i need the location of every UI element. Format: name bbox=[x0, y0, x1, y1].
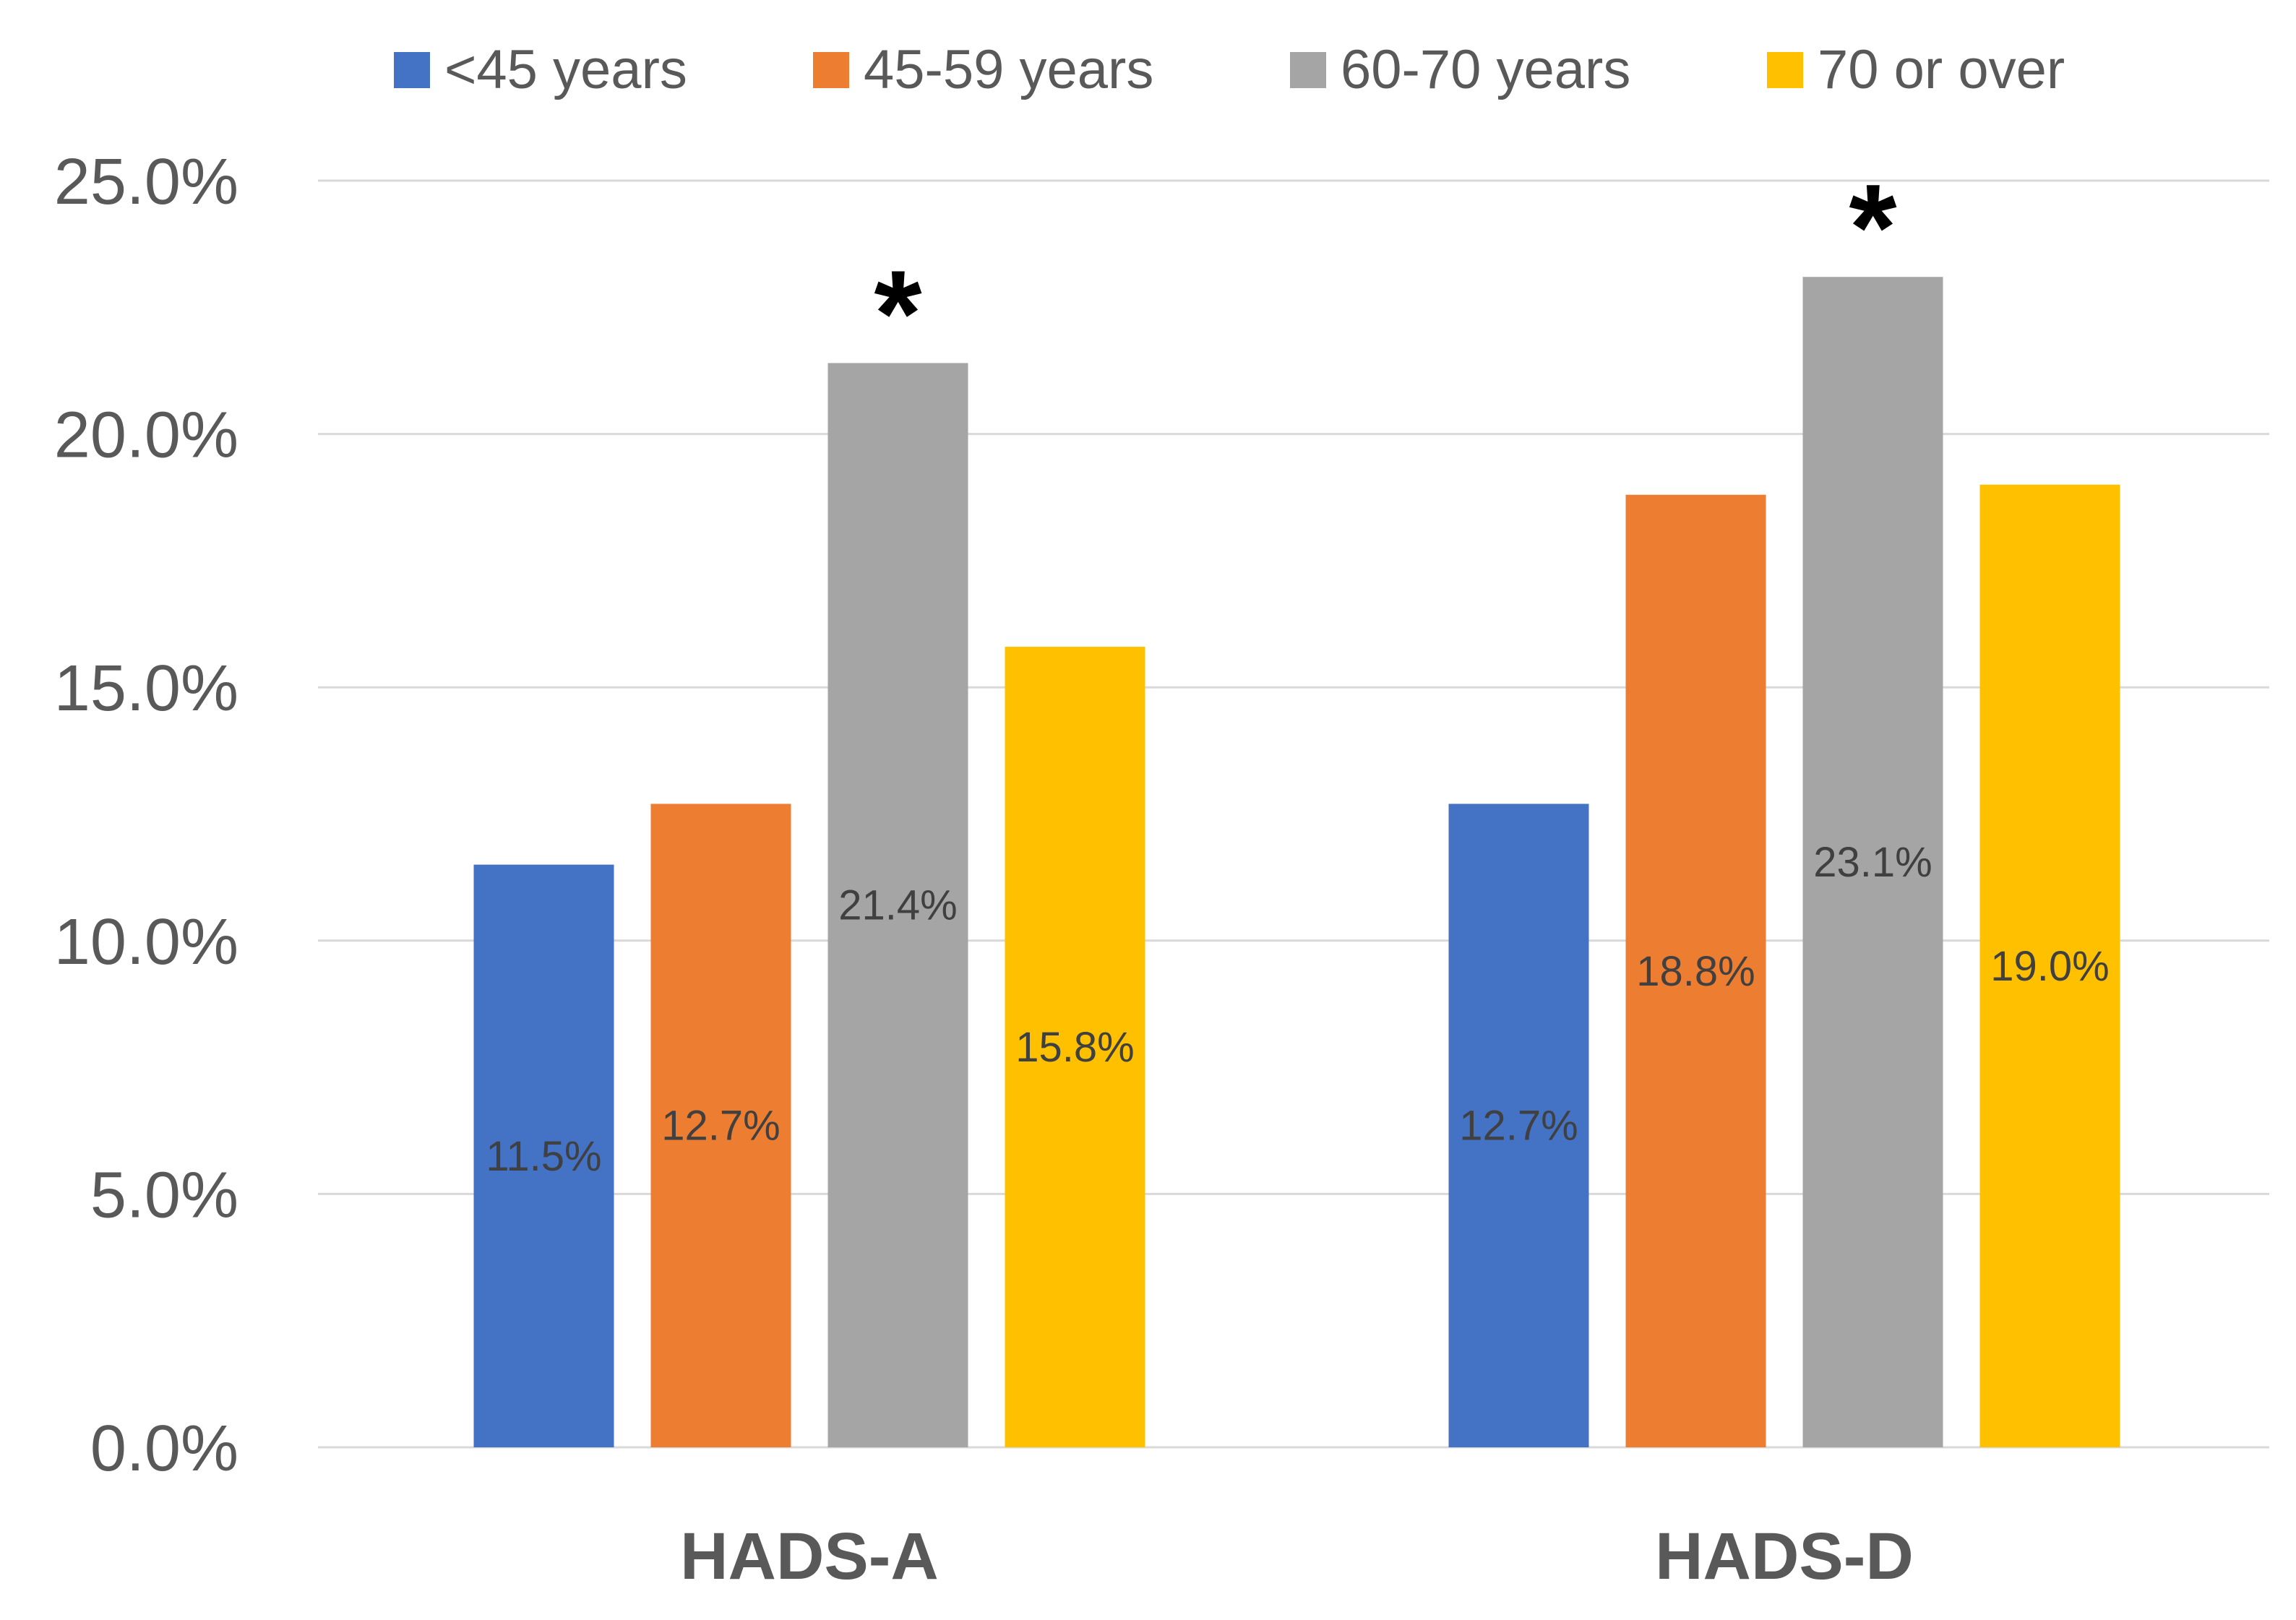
legend-label: 60-70 years bbox=[1341, 39, 1630, 100]
data-labels: 11.5% 12.7% 12.7% 18.8% 21.4% 23.1% 15.8% 19.0% bbox=[486, 839, 2109, 1180]
data-label: 21.4% bbox=[838, 882, 957, 929]
legend-swatch bbox=[1290, 52, 1326, 88]
bar bbox=[473, 864, 614, 1447]
data-label: 12.7% bbox=[661, 1103, 780, 1150]
data-label: 18.8% bbox=[1636, 948, 1755, 995]
y-tick-label: 25.0% bbox=[54, 146, 238, 218]
bar bbox=[827, 363, 968, 1447]
y-tick-label: 10.0% bbox=[54, 906, 238, 978]
bar bbox=[650, 803, 791, 1447]
data-label: 12.7% bbox=[1459, 1103, 1578, 1150]
x-tick-label: HADS-D bbox=[1655, 1520, 1914, 1593]
data-label: 23.1% bbox=[1813, 839, 1932, 886]
x-tick-label: HADS-A bbox=[680, 1520, 939, 1593]
annotations: ** bbox=[874, 159, 1896, 382]
y-tick-label: 5.0% bbox=[90, 1159, 238, 1231]
bar bbox=[1448, 803, 1589, 1447]
x-axis-ticks: HADS-A HADS-D bbox=[680, 1520, 1914, 1593]
y-axis-ticks: 0.0% 5.0% 10.0% 15.0% 20.0% 25.0% bbox=[54, 146, 238, 1485]
legend-swatch bbox=[394, 52, 430, 88]
bar bbox=[1625, 494, 1766, 1447]
data-label: 15.8% bbox=[1015, 1024, 1134, 1071]
bar bbox=[1802, 277, 1943, 1447]
legend-swatch bbox=[1767, 52, 1803, 88]
legend-label: 70 or over bbox=[1818, 39, 2065, 100]
significance-marker: * bbox=[1849, 159, 1896, 296]
gridlines bbox=[318, 179, 2269, 1449]
y-tick-label: 0.0% bbox=[90, 1413, 238, 1485]
data-label: 19.0% bbox=[1990, 943, 2109, 990]
y-tick-label: 20.0% bbox=[54, 400, 238, 472]
bar bbox=[1005, 647, 1145, 1447]
legend: <45 years 45-59 years 60-70 years 70 or ove… bbox=[394, 39, 2065, 100]
bars bbox=[473, 277, 2120, 1447]
data-label: 11.5% bbox=[486, 1133, 601, 1180]
bar bbox=[1979, 484, 2120, 1447]
legend-label: <45 years bbox=[444, 39, 687, 100]
legend-swatch bbox=[813, 52, 849, 88]
significance-marker: * bbox=[874, 245, 921, 382]
y-tick-label: 15.0% bbox=[54, 652, 238, 725]
legend-label: 45-59 years bbox=[864, 39, 1153, 100]
